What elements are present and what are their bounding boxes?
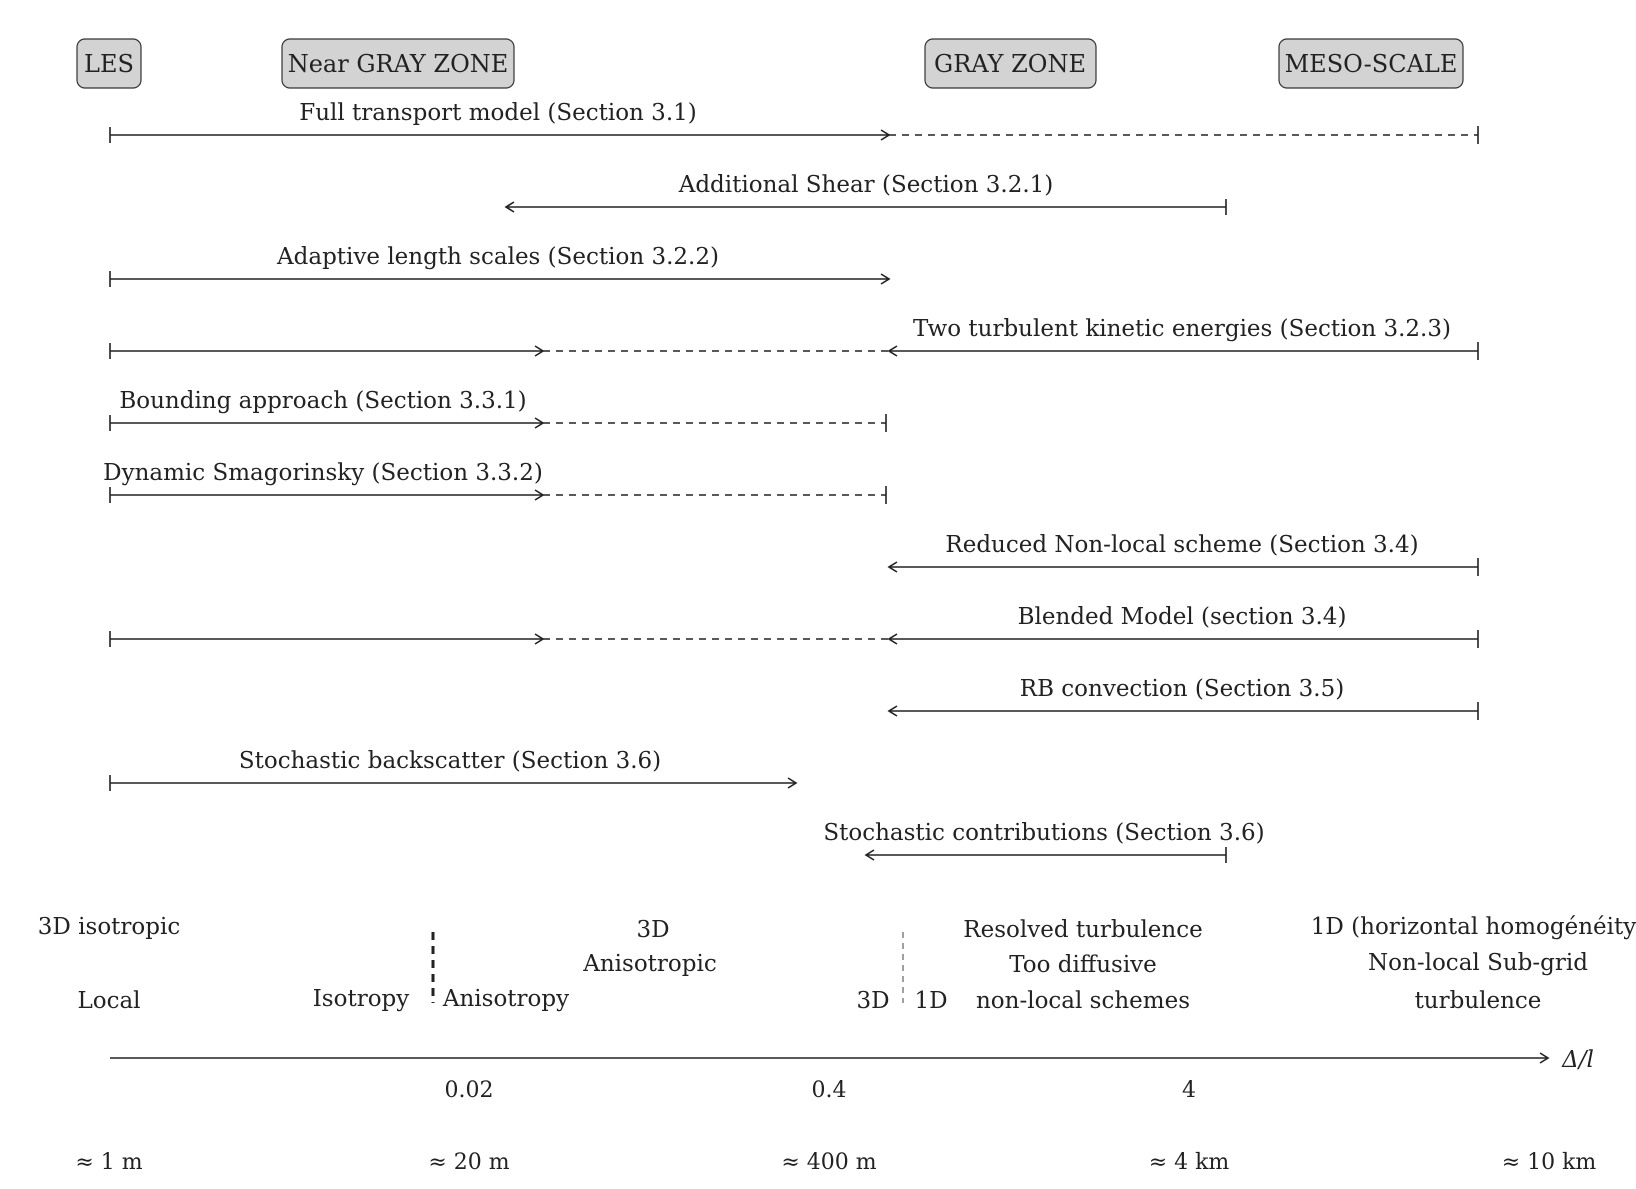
range-rb-convection: RB convection (Section 3.5) [887,676,1479,720]
note-resolved-line3: non-local schemes [976,988,1190,1014]
zone-meso: MESO-SCALE [1278,38,1464,89]
note-1d: 1D [914,988,947,1014]
range-label: Two turbulent kinetic energies (Section … [913,316,1451,342]
note-meso-line2: Non-local Sub-grid [1368,950,1588,976]
range-reduced-nonlocal: Reduced Non-local scheme (Section 3.4) [887,532,1479,576]
range-stochastic-backscatter: Stochastic backscatter (Section 3.6) [109,748,798,791]
note-resolved-line1: Resolved turbulence [963,917,1202,943]
range-dynamic-smagorinsky: Dynamic Smagorinsky (Section 3.3.2) [103,460,887,504]
note-anisotropy: Anisotropy [442,986,569,1012]
note-3d-anisotropic-line2: Anisotropic [582,951,716,977]
note-3d: 3D [856,988,889,1014]
ratio-tick-label: 0.02 [445,1078,494,1103]
note-meso-line3: turbulence [1415,988,1542,1014]
scale-axis: Δ/l 0.02 0.4 4 ≈ 1 m ≈ 20 m ≈ 400 m ≈ 4 … [75,1047,1596,1175]
range-label: Reduced Non-local scheme (Section 3.4) [945,532,1418,558]
size-tick-label: ≈ 10 km [1502,1150,1597,1175]
regime-notes: 3D isotropic Local Isotropy Anisotropy 3… [38,914,1636,1014]
note-isotropy: Isotropy [313,986,410,1012]
size-tick-label: ≈ 400 m [781,1150,876,1175]
range-label: Stochastic contributions (Section 3.6) [823,820,1264,846]
zone-near-gray-label: Near GRAY ZONE [288,50,509,78]
zone-gray-label: GRAY ZONE [934,50,1086,78]
size-tick-label: ≈ 1 m [75,1150,142,1175]
note-resolved-line2: Too diffusive [1009,952,1157,978]
range-blended: Blended Model (section 3.4) [109,604,1479,648]
range-label: Adaptive length scales (Section 3.2.2) [276,244,719,270]
range-label: Dynamic Smagorinsky (Section 3.3.2) [103,460,543,486]
range-bounding: Bounding approach (Section 3.3.1) [109,388,887,432]
note-local: Local [77,988,140,1014]
range-label: Full transport model (Section 3.1) [299,100,696,126]
zone-near-gray: Near GRAY ZONE [281,38,515,89]
note-3d-anisotropic-line1: 3D [636,917,669,943]
zone-meso-label: MESO-SCALE [1285,50,1458,78]
size-tick-label: ≈ 4 km [1149,1150,1230,1175]
range-two-tke: Two turbulent kinetic energies (Section … [109,316,1479,360]
zone-gray: GRAY ZONE [924,38,1097,89]
note-meso-line1: 1D (horizontal homogénéity) [1311,914,1636,940]
model-ranges: Full transport model (Section 3.1) Addit… [103,100,1479,863]
ratio-tick-label: 0.4 [812,1078,847,1103]
range-label: Stochastic backscatter (Section 3.6) [239,748,661,774]
note-3d-isotropic: 3D isotropic [38,914,180,940]
range-full-transport: Full transport model (Section 3.1) [109,100,1479,144]
size-tick-label: ≈ 20 m [428,1150,509,1175]
range-additional-shear: Additional Shear (Section 3.2.1) [504,172,1227,215]
zone-les: LES [76,38,142,89]
range-label: Bounding approach (Section 3.3.1) [119,388,526,414]
range-label: Blended Model (section 3.4) [1018,604,1347,630]
range-stochastic-contributions: Stochastic contributions (Section 3.6) [823,820,1265,863]
zone-les-label: LES [84,50,134,78]
range-label: RB convection (Section 3.5) [1020,676,1344,702]
zone-header: LES Near GRAY ZONE GRAY ZONE MESO-SCALE [76,38,1464,89]
ratio-tick-label: 4 [1182,1078,1196,1103]
axis-label: Δ/l [1561,1047,1594,1073]
range-adaptive-length: Adaptive length scales (Section 3.2.2) [109,244,891,287]
range-label: Additional Shear (Section 3.2.1) [678,172,1054,198]
